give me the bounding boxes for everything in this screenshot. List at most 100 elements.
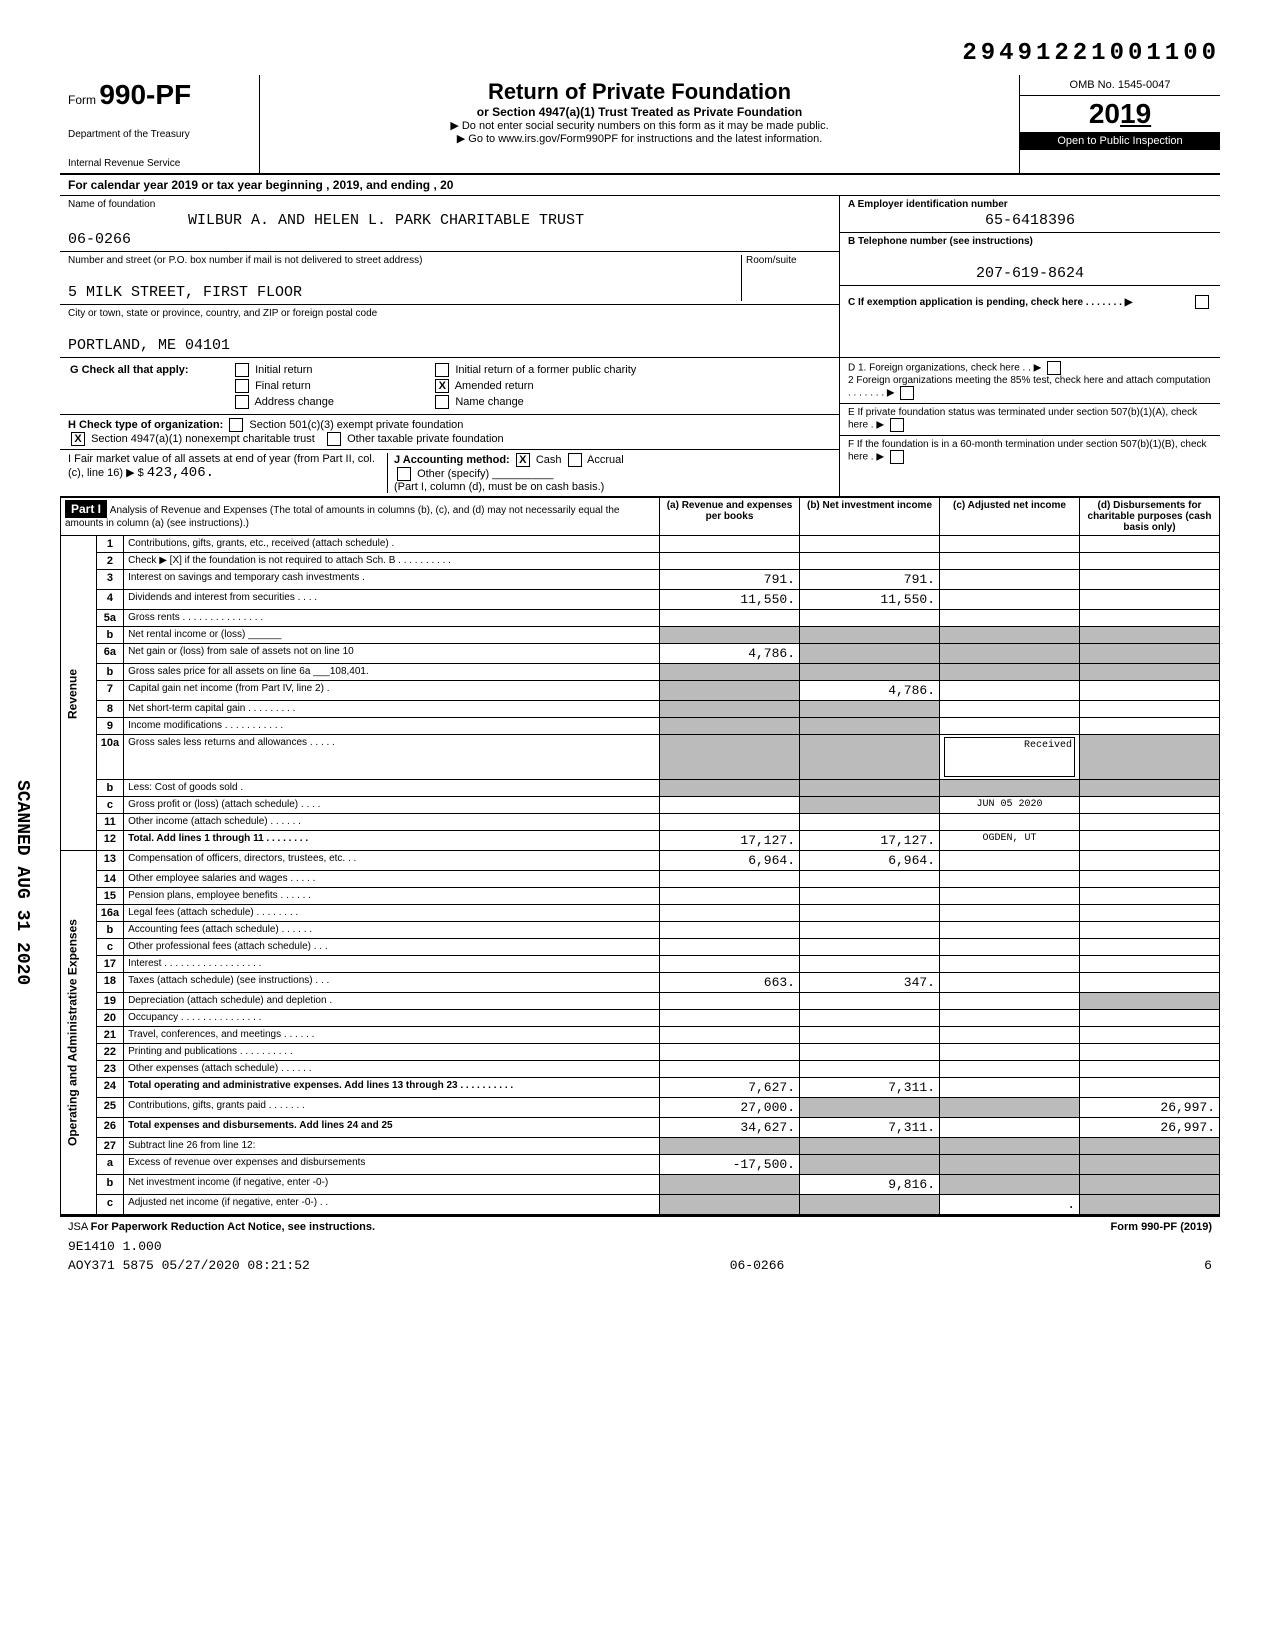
table-row: 9Income modifications . . . . . . . . . …	[61, 718, 1220, 735]
cb-f[interactable]	[890, 450, 904, 464]
row-number: c	[96, 939, 123, 956]
row-number: 22	[96, 1044, 123, 1061]
name-label: Name of foundation	[68, 199, 831, 210]
cell-a	[660, 1027, 800, 1044]
col-d-header: (d) Disbursements for charitable purpose…	[1080, 498, 1220, 536]
row-desc: Interest on savings and temporary cash i…	[124, 570, 660, 590]
cb-d2[interactable]	[900, 386, 914, 400]
cell-a: -17,500.	[660, 1155, 800, 1175]
cb-initial-return[interactable]	[235, 363, 249, 377]
cell-b	[800, 610, 940, 627]
cell-c	[940, 871, 1080, 888]
cell-b	[800, 1155, 940, 1175]
cell-b: 7,311.	[800, 1118, 940, 1138]
cell-d	[1080, 780, 1220, 797]
cell-b	[800, 993, 940, 1010]
j-note: (Part I, column (d), must be on cash bas…	[394, 481, 604, 493]
table-row: cAdjusted net income (if negative, enter…	[61, 1195, 1220, 1215]
row-number: 8	[96, 701, 123, 718]
cell-b	[800, 1010, 940, 1027]
table-row: 17Interest . . . . . . . . . . . . . . .…	[61, 956, 1220, 973]
cell-d	[1080, 701, 1220, 718]
cb-d1[interactable]	[1047, 361, 1061, 375]
cb-other-taxable[interactable]	[327, 432, 341, 446]
form-center: Return of Private Foundation or Section …	[260, 75, 1020, 173]
row-number: 24	[96, 1078, 123, 1098]
dept-treasury: Department of the Treasury	[68, 129, 251, 140]
form-number: 990-PF	[99, 79, 191, 110]
cb-initial-former[interactable]	[435, 363, 449, 377]
cb-accrual[interactable]	[568, 453, 582, 467]
cell-a	[660, 1138, 800, 1155]
exemption-row: C If exemption application is pending, c…	[840, 286, 1220, 318]
cell-d	[1080, 536, 1220, 553]
row-desc: Occupancy . . . . . . . . . . . . . . .	[124, 1010, 660, 1027]
cell-d	[1080, 735, 1220, 780]
cell-c	[940, 1061, 1080, 1078]
cb-addr-change[interactable]	[235, 395, 249, 409]
cb-cash[interactable]: X	[516, 453, 530, 467]
cb-amended[interactable]: X	[435, 379, 449, 393]
foundation-name-row: Name of foundation WILBUR A. AND HELEN L…	[60, 196, 839, 252]
cell-c	[940, 993, 1080, 1010]
table-row: 19Depreciation (attach schedule) and dep…	[61, 993, 1220, 1010]
row-number: c	[96, 797, 123, 814]
e-row: E If private foundation status was termi…	[840, 404, 1220, 436]
cell-a	[660, 814, 800, 831]
row-desc: Compensation of officers, directors, tru…	[124, 851, 660, 871]
cell-c	[940, 851, 1080, 871]
part1-title: Analysis of Revenue and Expenses (The to…	[65, 505, 620, 529]
row-number: 27	[96, 1138, 123, 1155]
cell-b	[800, 1195, 940, 1215]
row-number: 15	[96, 888, 123, 905]
form-title: Return of Private Foundation	[268, 79, 1011, 105]
cb-name-change[interactable]	[435, 395, 449, 409]
cb-501c3[interactable]	[229, 418, 243, 432]
cell-b	[800, 536, 940, 553]
h2-label: Section 4947(a)(1) nonexempt charitable …	[91, 433, 315, 445]
calendar-year-row: For calendar year 2019 or tax year begin…	[60, 175, 1220, 196]
year-prefix: 20	[1089, 98, 1120, 129]
cb-4947[interactable]: X	[71, 432, 85, 446]
cell-a	[660, 1044, 800, 1061]
cell-d	[1080, 888, 1220, 905]
cell-a: 4,786.	[660, 644, 800, 664]
row-desc: Depreciation (attach schedule) and deple…	[124, 993, 660, 1010]
cell-c	[940, 888, 1080, 905]
cell-a	[660, 610, 800, 627]
g5-label: Address change	[254, 396, 334, 408]
cb-e[interactable]	[890, 418, 904, 432]
ein-row: A Employer identification number 65-6418…	[840, 196, 1220, 233]
cell-c	[940, 922, 1080, 939]
row-number: 18	[96, 973, 123, 993]
cell-a	[660, 681, 800, 701]
table-row: 24Total operating and administrative exp…	[61, 1078, 1220, 1098]
form-right: OMB No. 1545-0047 2019 Open to Public In…	[1020, 75, 1220, 173]
table-row: 10aGross sales less returns and allowanc…	[61, 735, 1220, 780]
ein-label: A Employer identification number	[848, 199, 1212, 210]
row-number: 25	[96, 1098, 123, 1118]
city-state-zip: PORTLAND, ME 04101	[68, 337, 831, 354]
table-row: aExcess of revenue over expenses and dis…	[61, 1155, 1220, 1175]
c-checkbox[interactable]	[1195, 295, 1209, 309]
cell-c	[940, 536, 1080, 553]
row-desc: Taxes (attach schedule) (see instruction…	[124, 973, 660, 993]
cb-other-method[interactable]	[397, 467, 411, 481]
row-desc: Gross rents . . . . . . . . . . . . . . …	[124, 610, 660, 627]
table-row: 26Total expenses and disbursements. Add …	[61, 1118, 1220, 1138]
row-number: 21	[96, 1027, 123, 1044]
row-desc: Legal fees (attach schedule) . . . . . .…	[124, 905, 660, 922]
row-desc: Net rental income or (loss) ______	[124, 627, 660, 644]
cell-d	[1080, 956, 1220, 973]
row-number: a	[96, 1155, 123, 1175]
cell-b	[800, 956, 940, 973]
cell-d	[1080, 1027, 1220, 1044]
table-row: 2Check ▶ [X] if the foundation is not re…	[61, 553, 1220, 570]
row-desc: Contributions, gifts, grants, etc., rece…	[124, 536, 660, 553]
cb-final-return[interactable]	[235, 379, 249, 393]
scanned-stamp: SCANNED AUG 31 2020	[12, 780, 32, 985]
form-left: Form 990-PF Department of the Treasury I…	[60, 75, 260, 173]
table-row: bGross sales price for all assets on lin…	[61, 664, 1220, 681]
cell-d	[1080, 993, 1220, 1010]
g2-label: Initial return of a former public charit…	[455, 364, 636, 376]
